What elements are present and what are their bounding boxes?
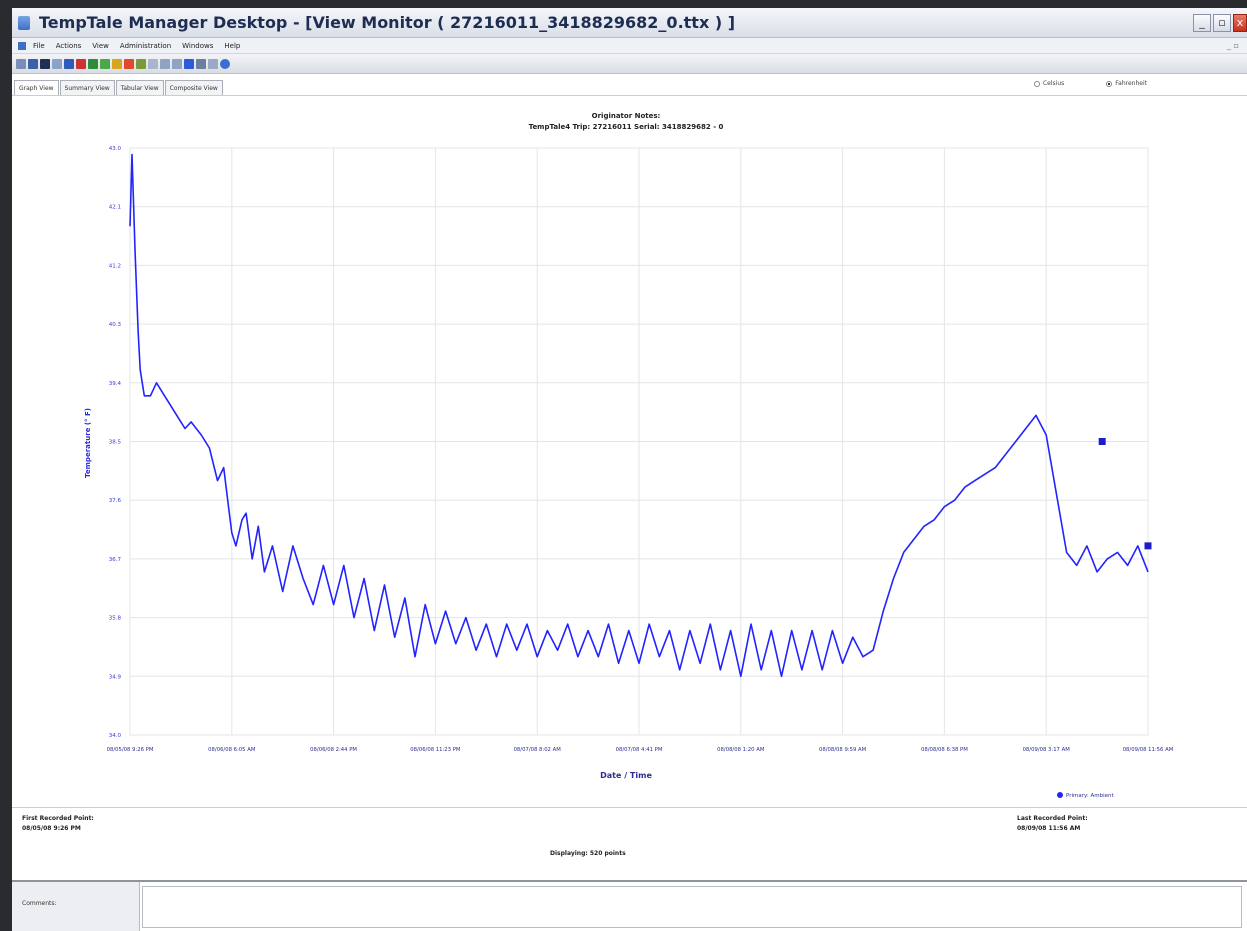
last-recorded-label: Last Recorded Point:	[1017, 815, 1088, 822]
trip-info: TempTale4 Trip: 27216011 Serial: 3418829…	[529, 123, 724, 131]
y-tick-label: 41.2	[109, 263, 121, 269]
menu-actions[interactable]: Actions	[55, 41, 82, 50]
legend-label: Primary: Ambient	[1066, 793, 1114, 799]
chart-area: Originator Notes: TempTale4 Trip: 2721601…	[12, 105, 1247, 805]
save-icon[interactable]	[28, 58, 38, 69]
y-axis-label: Temperature (° F)	[84, 408, 92, 478]
comments-label: Comments:	[12, 882, 140, 931]
y-tick-label: 42.1	[109, 205, 121, 211]
first-recorded-value: 08/05/08 9:26 PM	[22, 825, 81, 832]
x-tick-label: 08/09/08 11:56 AM	[1123, 747, 1174, 753]
menu-help[interactable]: Help	[224, 41, 241, 50]
y-tick-label: 34.0	[109, 733, 122, 739]
maximize-button[interactable]: ▫	[1213, 13, 1231, 32]
menu-windows[interactable]: Windows	[182, 41, 214, 50]
y-tick-label: 39.4	[109, 381, 122, 387]
radio-button[interactable]	[1033, 80, 1040, 87]
close-button[interactable]: x	[1233, 13, 1247, 32]
zoom-in-icon[interactable]	[160, 58, 170, 69]
graph-icon[interactable]	[112, 58, 122, 69]
view-tabs: Graph View Summary View Tabular View Com…	[12, 74, 1247, 96]
first-recorded-label: First Recorded Point:	[22, 815, 94, 822]
x-tick-label: 08/09/08 3:17 AM	[1023, 747, 1071, 753]
unit-selector: Celsius Fahrenheit	[1033, 80, 1147, 87]
originator-notes-label: Originator Notes:	[592, 112, 661, 120]
tab-graph-view[interactable]: Graph View	[14, 80, 59, 95]
last-recorded-value: 08/09/08 11:56 AM	[1017, 825, 1081, 832]
fahrenheit-label: Fahrenheit	[1115, 80, 1147, 87]
fahrenheit-radio[interactable]: Fahrenheit	[1106, 80, 1147, 87]
last-recorded-point: Last Recorded Point: 08/09/08 11:56 AM	[1017, 814, 1088, 834]
series-line-primary-ambient	[129, 153, 1149, 678]
x-tick-label: 08/05/08 9:26 PM	[107, 747, 154, 753]
x-tick-label: 08/06/08 2:44 PM	[310, 747, 357, 753]
alarm-icon[interactable]	[124, 58, 134, 69]
copy-icon[interactable]	[52, 58, 62, 69]
tab-summary-view[interactable]: Summary View	[59, 80, 115, 95]
y-tick-label: 36.7	[109, 557, 122, 563]
import-icon[interactable]	[88, 58, 98, 69]
window-title: TempTale Manager Desktop - [View Monitor…	[39, 13, 736, 32]
y-tick-label: 38.5	[109, 440, 122, 446]
footer-divider	[12, 807, 1247, 808]
app-window: TempTale Manager Desktop - [View Monitor…	[12, 8, 1247, 931]
radio-button-selected[interactable]	[1106, 80, 1113, 87]
export-icon[interactable]	[100, 58, 110, 69]
toolbar	[12, 54, 1247, 74]
y-tick-label: 35.8	[109, 616, 122, 622]
window-controls: _ ▫ x	[1193, 13, 1247, 32]
mail-icon[interactable]	[208, 58, 218, 69]
cut-icon[interactable]	[64, 58, 74, 69]
legend-swatch	[1057, 792, 1063, 798]
title-bar: TempTale Manager Desktop - [View Monitor…	[12, 8, 1247, 38]
tab-tabular-view[interactable]: Tabular View	[115, 80, 164, 95]
print-icon[interactable]	[40, 58, 50, 69]
celsius-label: Celsius	[1042, 80, 1065, 87]
points-count: Displaying: 520 points	[550, 850, 626, 857]
mdi-controls[interactable]: _ ▫	[1227, 41, 1239, 50]
comments-panel: Comments:	[12, 880, 1247, 931]
y-tick-label: 40.3	[109, 322, 122, 328]
menu-file[interactable]: File	[33, 41, 45, 50]
y-tick-label: 34.9	[109, 674, 122, 680]
menu-bar: File Actions View Administration Windows…	[12, 38, 1247, 54]
data-point-marker	[1098, 438, 1106, 445]
zoom-out-icon[interactable]	[172, 58, 182, 69]
table-icon[interactable]	[136, 58, 146, 69]
document-icon	[18, 41, 26, 50]
menu-administration[interactable]: Administration	[119, 41, 172, 50]
open-icon[interactable]	[16, 58, 26, 69]
x-tick-label: 08/08/08 9:59 AM	[819, 747, 867, 753]
help-icon[interactable]	[220, 58, 230, 69]
menu-view[interactable]: View	[92, 41, 109, 50]
x-tick-label: 08/07/08 8:02 AM	[514, 747, 562, 753]
celsius-radio[interactable]: Celsius	[1033, 80, 1065, 87]
y-tick-label: 43.0	[109, 146, 122, 152]
delete-icon[interactable]	[76, 58, 86, 69]
comments-field[interactable]	[142, 886, 1242, 928]
x-tick-label: 08/08/08 6:38 PM	[921, 747, 968, 753]
x-tick-label: 08/06/08 6:05 AM	[208, 747, 256, 753]
temperature-chart: Originator Notes: TempTale4 Trip: 2721601…	[84, 112, 1174, 799]
minimize-button[interactable]: _	[1193, 13, 1211, 32]
y-tick-label: 37.6	[109, 498, 122, 504]
tab-composite-view[interactable]: Composite View	[164, 80, 223, 95]
app-icon	[18, 15, 30, 30]
info-icon[interactable]	[184, 58, 194, 69]
x-tick-label: 08/08/08 1:20 AM	[717, 747, 765, 753]
x-tick-label: 08/07/08 4:41 PM	[616, 747, 663, 753]
x-tick-label: 08/06/08 11:23 PM	[410, 747, 461, 753]
first-recorded-point: First Recorded Point: 08/05/08 9:26 PM	[22, 814, 94, 834]
printer-icon[interactable]	[196, 58, 206, 69]
list-icon[interactable]	[148, 58, 158, 69]
data-point-marker	[1144, 542, 1152, 550]
x-axis-label: Date / Time	[600, 771, 652, 780]
